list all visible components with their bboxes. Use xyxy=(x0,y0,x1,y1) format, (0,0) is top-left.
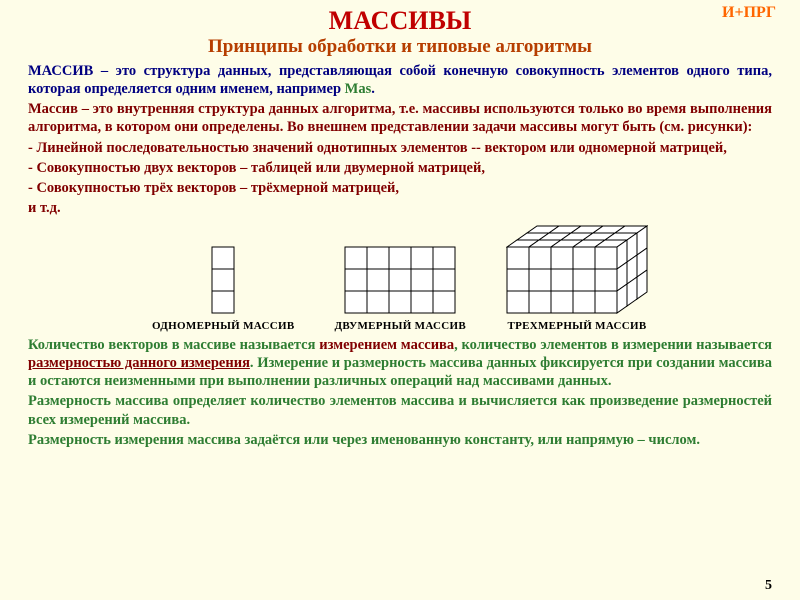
definition-body: это структура данных, представляющая соб… xyxy=(28,63,772,97)
page-subtitle: Принципы обработки и типовые алгоритмы xyxy=(28,36,772,58)
closing-term1: измерением массива xyxy=(319,337,454,353)
closing-p3: Размерность измерения массива задаётся и… xyxy=(28,431,772,449)
diagram-2d: ДВУМЕРНЫЙ МАССИВ xyxy=(334,246,466,332)
diagram-3d: ТРЕХМЕРНЫЙ МАССИВ xyxy=(506,225,648,332)
definition-term: МАССИВ xyxy=(28,63,93,79)
intro-line-2: - Совокупностью двух векторов – таблицей… xyxy=(28,159,772,177)
page-number: 5 xyxy=(765,578,772,594)
closing-p1: Количество векторов в массиве называется… xyxy=(28,336,772,390)
intro-line-4: и т.д. xyxy=(28,199,772,217)
label-1d: ОДНОМЕРНЫЙ МАССИВ xyxy=(152,320,294,332)
definition-paragraph: МАССИВ – это структура данных, представл… xyxy=(28,62,772,98)
cube-3d-icon xyxy=(506,225,648,314)
label-2d: ДВУМЕРНЫЙ МАССИВ xyxy=(334,320,466,332)
definition-example: Mas xyxy=(345,81,372,97)
slide: И+ПРГ МАССИВЫ Принципы обработки и типов… xyxy=(0,0,800,449)
page-title: МАССИВЫ xyxy=(28,6,772,36)
grid-2d-icon xyxy=(344,246,456,314)
intro-line-3: - Совокупностью трёх векторов – трёхмерн… xyxy=(28,179,772,197)
diagram-1d: ОДНОМЕРНЫЙ МАССИВ xyxy=(152,246,294,332)
diagram-row: ОДНОМЕРНЫЙ МАССИВ ДВУМЕРНЫЙ МАССИВ ТРЕХМ… xyxy=(28,225,772,332)
definition-period: . xyxy=(371,81,375,97)
closing-1b: , количество элементов в измерении назыв… xyxy=(454,337,772,353)
intro-line-1: - Линейной последовательностью значений … xyxy=(28,139,772,157)
corner-label: И+ПРГ xyxy=(722,4,776,22)
definition-dash: – xyxy=(93,63,115,79)
closing-term2: размерностью данного измерения xyxy=(28,355,250,371)
label-3d: ТРЕХМЕРНЫЙ МАССИВ xyxy=(507,320,646,332)
closing-p2: Размерность массива определяет количеств… xyxy=(28,392,772,428)
intro-line-0: Массив – это внутренняя структура данных… xyxy=(28,100,772,136)
closing-1a: Количество векторов в массиве называется xyxy=(28,337,319,353)
grid-1d-icon xyxy=(211,246,235,314)
